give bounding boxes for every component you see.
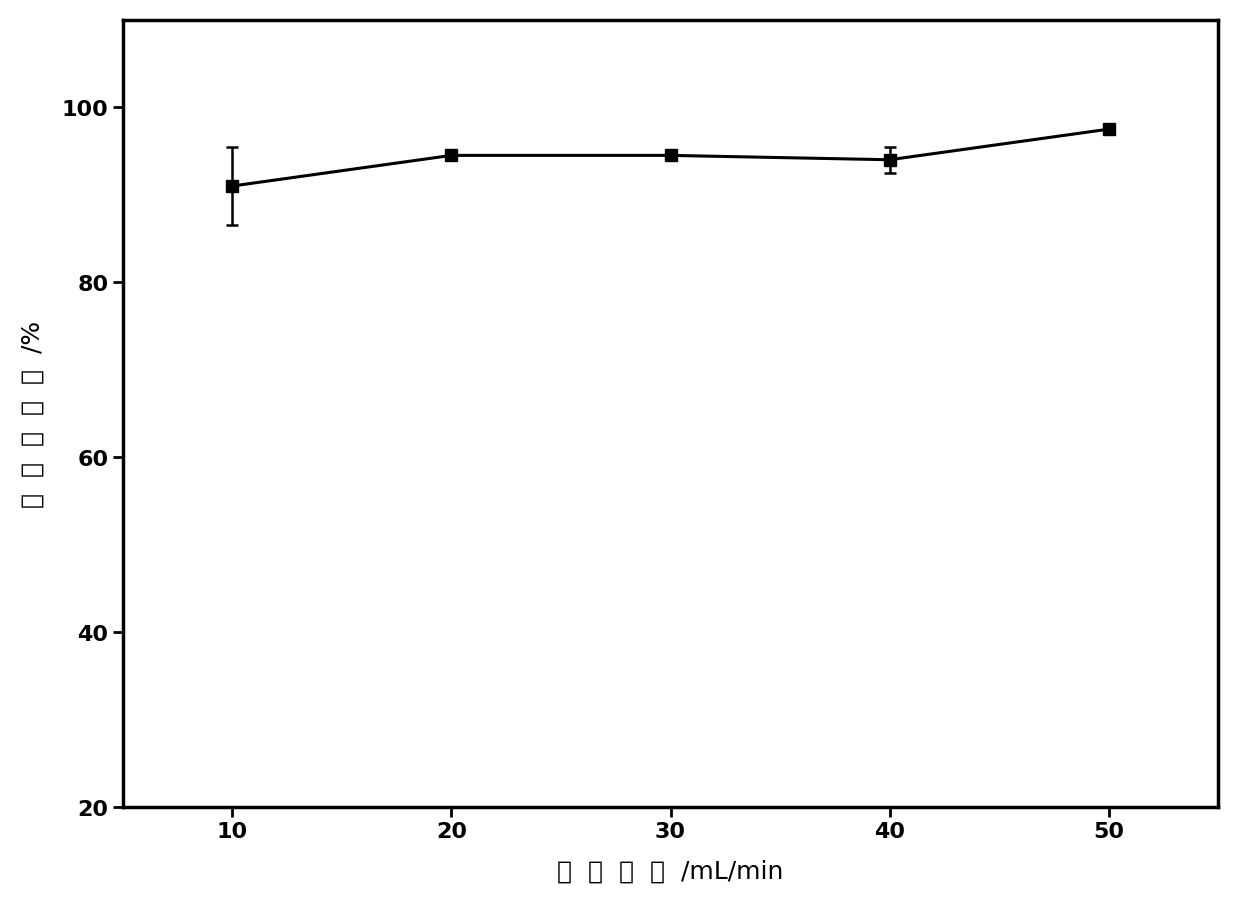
Y-axis label: 细  胞  存  活  率  /%: 细 胞 存 活 率 /% — [21, 321, 45, 507]
X-axis label: 气  体  流  量  /mL/min: 气 体 流 量 /mL/min — [558, 858, 784, 882]
